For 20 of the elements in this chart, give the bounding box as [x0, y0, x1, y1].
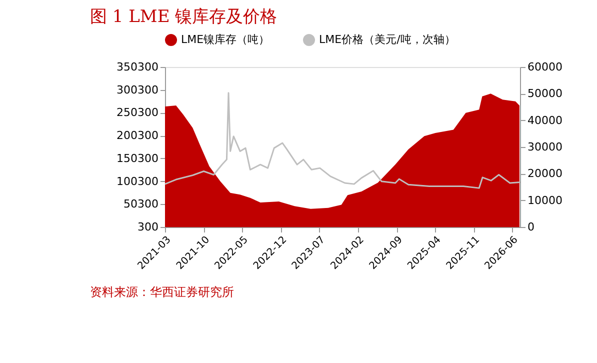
y-tick-label: 250300 [116, 106, 158, 120]
text: 资料来源：华西证券研究所 [90, 285, 234, 299]
y-tick-label: 300 [138, 220, 158, 234]
y2-tick-label: 10000 [528, 194, 562, 207]
y2-tick-label: 0 [528, 220, 534, 234]
y-tick-label: 100300 [116, 174, 158, 188]
y-tick-label: 50300 [124, 198, 158, 211]
y2-tick-label: 60000 [528, 60, 562, 74]
y-tick-label: 150300 [116, 152, 158, 165]
line-series [164, 92, 521, 189]
y2-tick-label: 50000 [528, 87, 562, 100]
y-tick-label: 200300 [116, 129, 158, 142]
legend-label: LME镍库存（吨） [181, 33, 270, 46]
y-tick-label: 300300 [116, 83, 158, 96]
chart-title: 图 1 LME 镍库存及价格 [90, 7, 278, 27]
y2-tick-label: 40000 [528, 114, 562, 127]
y-tick-label: 350300 [116, 60, 158, 74]
y2-tick-label: 30000 [528, 140, 562, 154]
y2-tick-label: 20000 [528, 167, 562, 180]
legend-label: LME价格（美元/吨，次轴） [319, 33, 456, 46]
